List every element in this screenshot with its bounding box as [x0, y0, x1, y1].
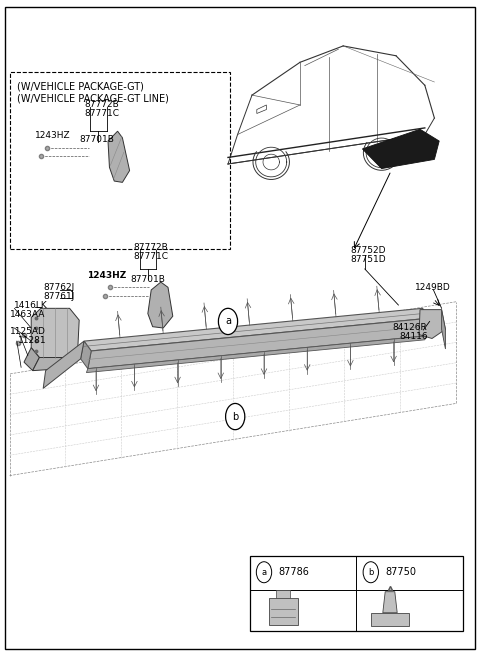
Text: 1243HZ: 1243HZ — [35, 131, 70, 140]
Text: 84116: 84116 — [400, 332, 429, 341]
Text: 1243HZ: 1243HZ — [87, 271, 127, 280]
Text: 87701B: 87701B — [131, 275, 166, 284]
Text: 87786: 87786 — [278, 567, 309, 577]
Polygon shape — [81, 341, 91, 369]
Text: a: a — [225, 316, 231, 327]
Polygon shape — [43, 341, 84, 388]
Text: (W/VEHICLE PACKAGE-GT): (W/VEHICLE PACKAGE-GT) — [17, 81, 144, 92]
Polygon shape — [148, 282, 173, 328]
Polygon shape — [383, 592, 397, 613]
Polygon shape — [84, 308, 430, 351]
Text: 87772B: 87772B — [133, 243, 168, 253]
Polygon shape — [108, 131, 130, 182]
Text: 87771C: 87771C — [133, 252, 168, 261]
Bar — [10, 72, 230, 249]
Text: 87772B: 87772B — [84, 100, 119, 110]
Text: 87750: 87750 — [385, 567, 416, 577]
Text: 87762J: 87762J — [43, 283, 74, 293]
Circle shape — [256, 562, 272, 583]
Polygon shape — [419, 308, 430, 336]
Polygon shape — [269, 598, 298, 625]
Text: 87701B: 87701B — [79, 135, 114, 144]
Polygon shape — [24, 348, 39, 371]
Polygon shape — [33, 358, 67, 371]
Polygon shape — [88, 318, 430, 369]
Text: 1416LK: 1416LK — [14, 300, 48, 310]
Text: 11281: 11281 — [18, 336, 47, 345]
Polygon shape — [362, 129, 439, 169]
Polygon shape — [257, 105, 266, 113]
Polygon shape — [419, 310, 445, 338]
Text: 87752D: 87752D — [350, 246, 386, 255]
Polygon shape — [86, 336, 426, 373]
Text: a: a — [262, 567, 266, 577]
Text: 1125AD: 1125AD — [10, 327, 46, 337]
Circle shape — [218, 308, 238, 335]
Polygon shape — [442, 310, 445, 349]
Text: 1249BD: 1249BD — [415, 283, 450, 292]
Bar — [250, 556, 463, 631]
Bar — [276, 590, 290, 598]
Text: 87761J: 87761J — [43, 292, 74, 301]
Text: 87751D: 87751D — [350, 255, 386, 264]
Text: b: b — [232, 411, 239, 422]
Text: 1463AA: 1463AA — [10, 310, 45, 319]
Text: (W/VEHICLE PACKAGE-GT LINE): (W/VEHICLE PACKAGE-GT LINE) — [17, 93, 168, 104]
Text: 87771C: 87771C — [84, 109, 119, 118]
Text: b: b — [368, 567, 373, 577]
Circle shape — [363, 562, 378, 583]
Text: 84126R: 84126R — [393, 323, 427, 333]
Polygon shape — [371, 613, 409, 626]
Polygon shape — [31, 308, 79, 358]
Circle shape — [226, 403, 245, 430]
